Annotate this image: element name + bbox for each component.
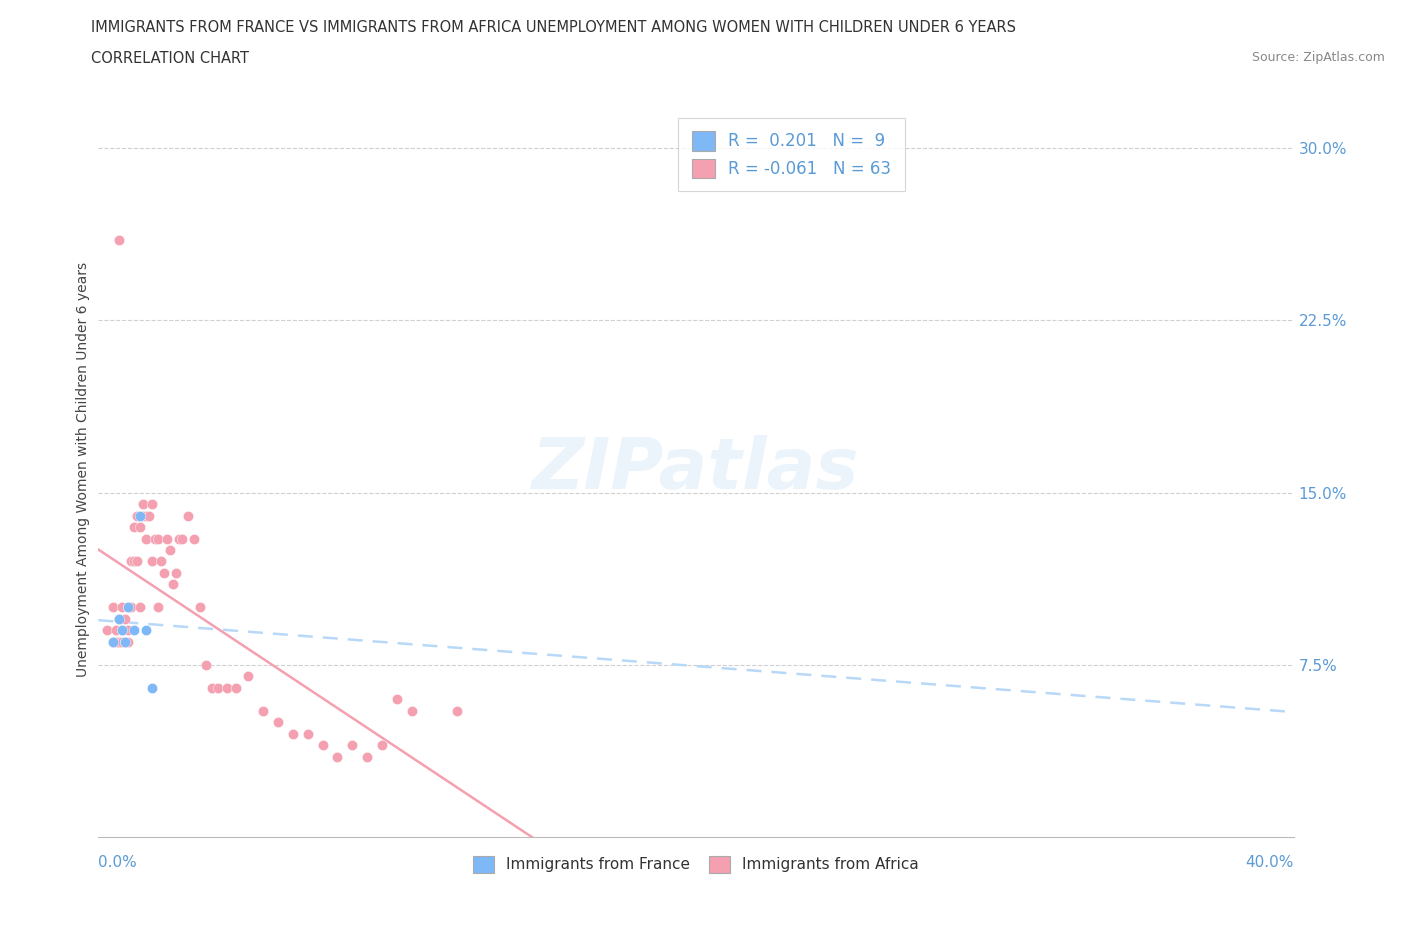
Point <box>111 623 134 638</box>
Point <box>156 531 179 546</box>
Point <box>215 681 238 696</box>
Text: CORRELATION CHART: CORRELATION CHART <box>91 51 249 66</box>
Point <box>297 726 319 741</box>
Point <box>371 737 394 752</box>
Point <box>162 577 184 591</box>
Point <box>183 531 205 546</box>
Point <box>141 554 163 569</box>
Point <box>141 497 163 512</box>
Point <box>236 669 259 684</box>
Point <box>111 600 134 615</box>
Legend: Immigrants from France, Immigrants from Africa: Immigrants from France, Immigrants from … <box>465 848 927 881</box>
Y-axis label: Unemployment Among Women with Children Under 6 years: Unemployment Among Women with Children U… <box>76 262 90 677</box>
Point <box>117 600 139 615</box>
Point <box>132 497 155 512</box>
Point <box>120 554 142 569</box>
Text: 0.0%: 0.0% <box>98 856 138 870</box>
Point <box>127 508 149 523</box>
Point <box>225 681 247 696</box>
Point <box>267 715 290 730</box>
Point <box>150 554 173 569</box>
Text: Source: ZipAtlas.com: Source: ZipAtlas.com <box>1251 51 1385 64</box>
Point <box>108 611 131 626</box>
Point <box>311 737 333 752</box>
Point <box>117 623 139 638</box>
Point <box>165 565 187 580</box>
Point <box>326 750 349 764</box>
Point <box>148 531 170 546</box>
Point <box>96 623 118 638</box>
Point <box>281 726 304 741</box>
Point <box>114 634 136 649</box>
Point <box>207 681 229 696</box>
Point <box>108 232 131 247</box>
Point <box>120 600 142 615</box>
Point <box>117 634 139 649</box>
Point <box>446 703 468 718</box>
Point <box>135 531 157 546</box>
Point <box>172 531 194 546</box>
Point <box>356 750 378 764</box>
Point <box>108 611 131 626</box>
Point <box>143 531 166 546</box>
Point <box>188 600 211 615</box>
Point <box>129 520 152 535</box>
Point <box>177 508 200 523</box>
Point <box>117 600 139 615</box>
Point <box>129 600 152 615</box>
Point <box>114 611 136 626</box>
Point <box>138 508 160 523</box>
Point <box>153 565 176 580</box>
Point <box>111 623 134 638</box>
Text: IMMIGRANTS FROM FRANCE VS IMMIGRANTS FROM AFRICA UNEMPLOYMENT AMONG WOMEN WITH C: IMMIGRANTS FROM FRANCE VS IMMIGRANTS FRO… <box>91 20 1017 35</box>
Point <box>108 634 131 649</box>
Point <box>148 600 170 615</box>
Point <box>105 634 128 649</box>
Point <box>124 623 146 638</box>
Point <box>159 542 181 557</box>
Point <box>195 658 218 672</box>
Point <box>129 508 152 523</box>
Point <box>124 554 146 569</box>
Point <box>342 737 364 752</box>
Point <box>111 634 134 649</box>
Point <box>127 554 149 569</box>
Point <box>401 703 423 718</box>
Point <box>252 703 274 718</box>
Point <box>114 634 136 649</box>
Point <box>132 508 155 523</box>
Point <box>103 600 125 615</box>
Text: ZIPatlas: ZIPatlas <box>533 435 859 504</box>
Point <box>124 520 146 535</box>
Point <box>141 681 163 696</box>
Point <box>201 681 224 696</box>
Text: 40.0%: 40.0% <box>1246 856 1294 870</box>
Point <box>167 531 190 546</box>
Point <box>385 692 409 707</box>
Point <box>103 634 125 649</box>
Point <box>135 508 157 523</box>
Point <box>103 634 125 649</box>
Point <box>135 623 157 638</box>
Point <box>105 623 128 638</box>
